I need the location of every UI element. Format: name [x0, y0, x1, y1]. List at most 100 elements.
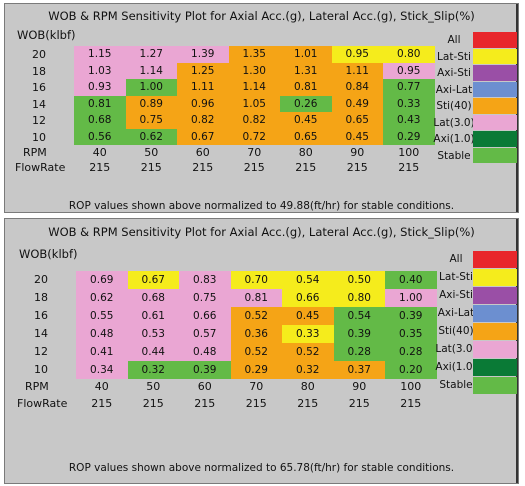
flowrate-value: 215 — [348, 397, 370, 410]
heatmap-cell: 0.54 — [282, 271, 334, 289]
scrollbar[interactable] — [516, 219, 518, 483]
legend-swatch — [473, 114, 517, 130]
heatmap-cell: 0.28 — [385, 343, 437, 361]
wob-tick-label: 14 — [34, 327, 48, 340]
wob-tick-label: 20 — [32, 48, 46, 61]
rpm-tick-label: 50 — [144, 146, 159, 159]
heatmap-cell: 0.20 — [385, 361, 437, 379]
heatmap-cell: 1.15 — [74, 46, 126, 63]
legend-swatch — [473, 341, 517, 358]
flowrate-value: 215 — [245, 397, 267, 410]
legend-swatch — [473, 32, 517, 48]
flowrate-value: 215 — [243, 161, 265, 174]
legend-label: Axi-Lat — [435, 83, 473, 96]
heatmap-cell: 0.26 — [280, 95, 332, 112]
heatmap-cell: 0.35 — [385, 325, 437, 343]
heatmap-cell: 0.54 — [333, 307, 385, 325]
flowrate-value: 215 — [398, 161, 420, 174]
flowrate-value: 215 — [194, 397, 216, 410]
heatmap-cell: 0.49 — [331, 95, 383, 112]
wob-tick-label: 14 — [32, 97, 46, 111]
flowrate-value: 215 — [192, 161, 214, 174]
legend-label: Lat(3.0) — [433, 116, 475, 129]
heatmap-cell: 1.25 — [177, 62, 229, 79]
heatmap-cell: 0.52 — [230, 343, 282, 361]
heatmap-cell: 0.80 — [383, 46, 435, 63]
wob-tick-label: 10 — [34, 363, 48, 376]
heatmap-cell: 0.39 — [179, 361, 231, 379]
heatmap-cell: 0.69 — [76, 271, 128, 289]
rpm-tick-label: 40 — [92, 146, 107, 159]
heatmap-cell: 0.67 — [177, 128, 229, 145]
heatmap-cell: 0.66 — [179, 307, 231, 325]
heatmap-cell: 0.40 — [385, 271, 437, 289]
heatmap-cell: 0.72 — [228, 128, 280, 145]
heatmap-cell: 1.30 — [228, 62, 280, 79]
heatmap-cell: 0.48 — [179, 343, 231, 361]
heatmap-cell: 0.70 — [230, 271, 282, 289]
heatmap-cell: 0.28 — [333, 343, 385, 361]
wob-tick-label: 18 — [34, 291, 48, 304]
rpm-tick-label: 60 — [197, 380, 212, 393]
heatmap-cell: 1.27 — [125, 46, 177, 63]
heatmap-cell: 1.14 — [228, 79, 280, 96]
heatmap-cell: 0.41 — [76, 343, 128, 361]
heatmap-cell: 0.81 — [230, 289, 282, 307]
heatmap-cell: 1.39 — [177, 46, 229, 63]
flowrate-value: 215 — [297, 397, 319, 410]
heatmap-cell: 0.39 — [385, 307, 437, 325]
rpm-tick-label: 60 — [195, 146, 210, 159]
plot-title: WOB & RPM Sensitivity Plot for Axial Acc… — [48, 9, 475, 23]
heatmap-cell: 0.37 — [333, 361, 385, 379]
legend-label: Axi(1.0) — [435, 361, 477, 373]
legend-label: Sti(40) — [436, 100, 472, 112]
legend-label: Axi-Sti — [437, 67, 471, 79]
heatmap-cell: 0.68 — [127, 289, 179, 307]
heatmap-cell: 0.81 — [280, 79, 332, 96]
heatmap-cell: 0.29 — [230, 361, 282, 379]
heatmap-cell: 0.82 — [228, 112, 280, 129]
wob-tick-label: 12 — [32, 114, 46, 127]
heatmap-cell: 0.75 — [179, 289, 231, 307]
rpm-row-label: RPM — [23, 146, 47, 159]
legend-label: Lat(3.0) — [435, 343, 477, 355]
wob-tick-label: 10 — [32, 130, 46, 144]
legend-swatch — [473, 147, 517, 163]
legend-label: All — [449, 253, 463, 265]
legend-swatch — [473, 305, 517, 322]
heatmap-cell: 0.55 — [76, 307, 128, 325]
heatmap-cell: 0.39 — [333, 325, 385, 343]
plot-title: WOB & RPM Sensitivity Plot for Axial Acc… — [48, 225, 475, 239]
legend-label: Lat-Sti — [437, 50, 471, 63]
heatmap-cell: 1.11 — [177, 79, 229, 96]
y-axis-label: WOB(klbf) — [17, 28, 76, 42]
rpm-tick-label: 50 — [146, 380, 161, 393]
legend-swatch — [473, 251, 517, 268]
heatmap-cell: 0.81 — [74, 95, 126, 112]
heatmap-cell: 0.62 — [125, 128, 177, 145]
rpm-tick-label: 40 — [94, 380, 109, 393]
heatmap-cell: 0.65 — [280, 128, 332, 145]
heatmap-cell: 1.03 — [74, 62, 126, 79]
heatmap-cell: 0.50 — [333, 271, 385, 289]
heatmap-cell: 0.67 — [127, 271, 179, 289]
legend-label: Axi-Lat — [437, 307, 475, 319]
heatmap-cell: 0.93 — [74, 79, 126, 96]
rpm-tick-label: 90 — [352, 380, 367, 393]
heatmap-cell: 1.05 — [228, 95, 280, 112]
wob-tick-label: 18 — [32, 64, 46, 78]
scrollbar[interactable] — [516, 4, 518, 212]
heatmap-cell: 0.62 — [76, 289, 128, 307]
rpm-tick-label: 100 — [400, 380, 422, 393]
heatmap-cell: 1.31 — [280, 62, 332, 79]
heatmap-cell: 0.65 — [331, 112, 383, 129]
flowrate-value: 215 — [346, 161, 368, 174]
heatmap-cell: 1.35 — [228, 46, 280, 63]
heatmap-cell: 1.14 — [125, 62, 177, 79]
flowrate-row-label: FlowRate — [15, 161, 66, 174]
legend-swatch — [473, 269, 517, 286]
legend-label: Stable — [437, 149, 471, 162]
heatmap-cell: 0.44 — [127, 343, 179, 361]
legend-label: Lat-Sti — [439, 271, 473, 283]
rpm-row-label: RPM — [25, 380, 49, 393]
